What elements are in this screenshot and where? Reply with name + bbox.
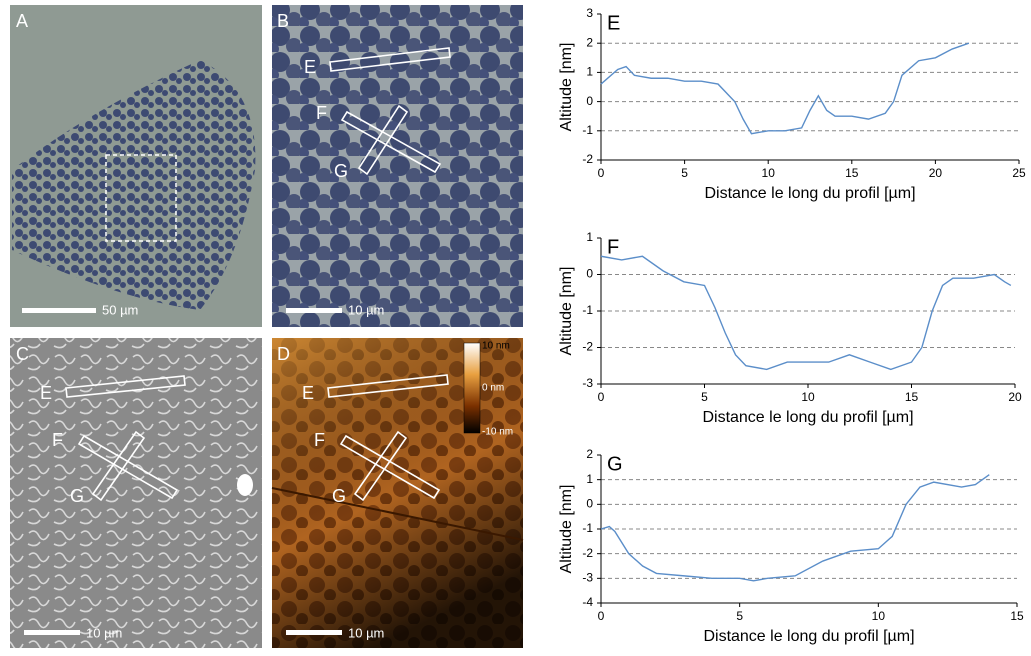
- y-tick-label: 0: [586, 94, 593, 108]
- panel-a: A 50 µm: [10, 5, 262, 327]
- x-axis-label: Distance le long du profil [µm]: [704, 185, 915, 202]
- x-tick-label: 15: [845, 166, 859, 180]
- profile-label: E: [304, 57, 316, 77]
- y-tick-label: 1: [586, 230, 593, 244]
- panel-b: B E F G 10 µm: [272, 5, 523, 327]
- chart-title: E: [607, 12, 620, 34]
- profile-label: F: [314, 430, 325, 450]
- y-tick-label: 2: [586, 447, 593, 461]
- x-axis-label: Distance le long du profil [µm]: [702, 409, 913, 426]
- profile-label: E: [40, 383, 52, 403]
- y-tick-label: 3: [586, 6, 593, 20]
- x-axis-label: Distance le long du profil [µm]: [703, 628, 914, 645]
- y-axis-label: Altitude [nm]: [558, 43, 575, 132]
- y-tick-label: 0: [586, 267, 593, 281]
- y-tick-label: 2: [586, 35, 593, 49]
- scale-bar-label: 50 µm: [102, 302, 138, 317]
- y-tick-label: -4: [582, 595, 593, 609]
- panel-label: D: [277, 344, 290, 364]
- y-tick-label: -2: [582, 340, 593, 354]
- y-tick-label: 1: [586, 472, 593, 486]
- x-tick-label: 5: [681, 166, 688, 180]
- y-tick-label: -3: [582, 571, 593, 585]
- y-tick-label: -3: [582, 376, 593, 390]
- x-tick-label: 10: [801, 390, 815, 404]
- y-tick-label: 1: [586, 65, 593, 79]
- x-tick-label: 20: [1008, 390, 1022, 404]
- profile-line: [600, 255, 1012, 371]
- profile-label: G: [334, 161, 348, 181]
- scale-bar-label: 10 µm: [86, 625, 122, 640]
- panel-label: A: [16, 11, 28, 31]
- x-tick-label: 20: [929, 166, 943, 180]
- y-tick-label: 0: [586, 497, 593, 511]
- profile-label: F: [52, 430, 63, 450]
- profile-label: E: [302, 383, 314, 403]
- colorbar-label: 0 nm: [482, 383, 504, 394]
- x-tick-label: 0: [598, 609, 605, 623]
- x-tick-label: 10: [872, 609, 886, 623]
- y-tick-label: -1: [582, 123, 593, 137]
- y-tick-label: -2: [582, 546, 593, 560]
- colorbar-label: 10 nm: [482, 341, 510, 352]
- profile-line: [600, 42, 970, 135]
- profile-line: [600, 474, 990, 582]
- y-tick-label: -1: [582, 521, 593, 535]
- x-tick-label: 25: [1012, 166, 1026, 180]
- x-tick-label: 10: [762, 166, 776, 180]
- panel-c: C E F G 10 µm: [10, 338, 262, 648]
- y-axis-label: Altitude [nm]: [558, 485, 575, 574]
- panel-d: D E F G 10 µm 10 nm 0 nm -10 nm: [271, 338, 524, 648]
- x-tick-label: 0: [598, 166, 605, 180]
- y-axis-label: Altitude [nm]: [558, 267, 575, 356]
- x-tick-label: 5: [736, 609, 743, 623]
- y-tick-label: -1: [582, 303, 593, 317]
- panel-label: C: [16, 344, 29, 364]
- profile-label: F: [316, 103, 327, 123]
- x-tick-label: 5: [701, 390, 708, 404]
- x-tick-label: 15: [1010, 609, 1024, 623]
- chart-title: F: [607, 236, 619, 258]
- profile-label: G: [332, 486, 346, 506]
- panel-label: B: [277, 11, 289, 31]
- chart-title: G: [607, 453, 623, 475]
- colorbar-label: -10 nm: [482, 427, 513, 438]
- x-tick-label: 0: [598, 390, 605, 404]
- y-tick-label: -2: [582, 152, 593, 166]
- scale-bar-label: 10 µm: [348, 625, 384, 640]
- profile-label: G: [70, 486, 84, 506]
- scale-bar-label: 10 µm: [348, 302, 384, 317]
- x-tick-label: 15: [905, 390, 919, 404]
